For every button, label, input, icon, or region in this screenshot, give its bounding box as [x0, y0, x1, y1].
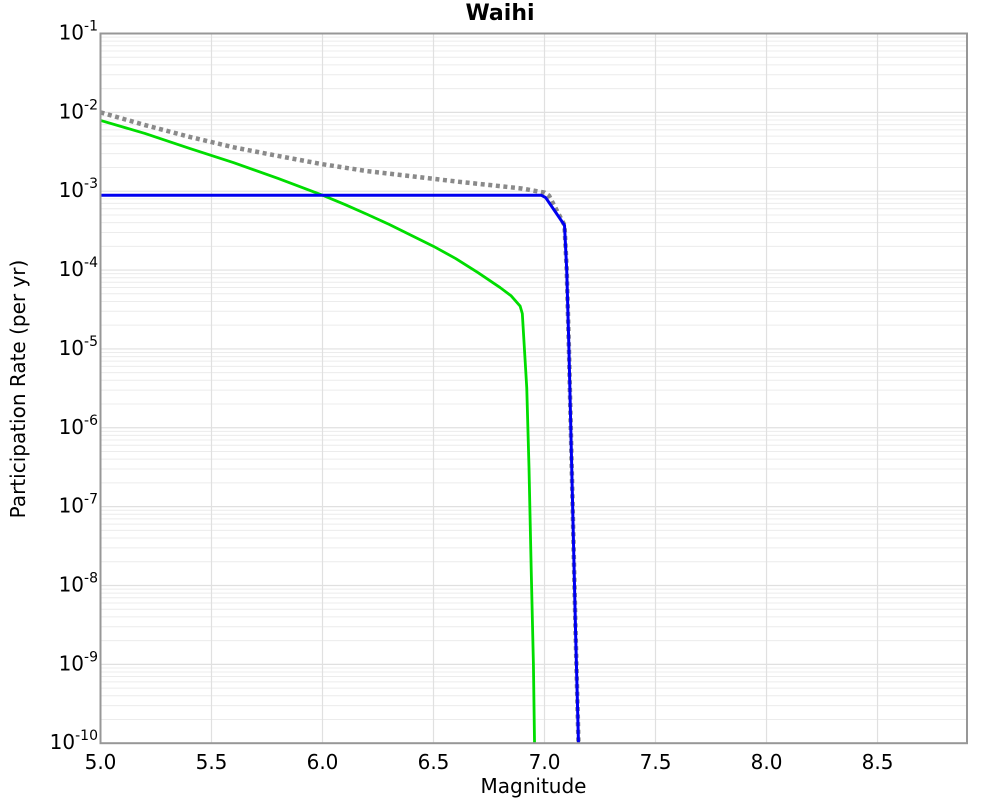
x-tick-labels: 5.0 5.5 6.0 6.5 7.0 7.5 8.0 8.5 — [85, 750, 894, 774]
x-axis-label: Magnitude — [480, 774, 587, 798]
x-tick-label: 7.0 — [529, 750, 561, 774]
series-blue-solid — [100, 193, 580, 744]
grid-minor — [100, 36, 967, 720]
y-tick-label: 10-9 — [59, 649, 98, 675]
y-tick-label: 10-2 — [59, 97, 98, 123]
y-tick-label: 10-6 — [59, 413, 99, 439]
x-tick-label: 6.0 — [307, 750, 339, 774]
chart-title: Waihi — [465, 1, 535, 26]
y-axis-label: Participation Rate (per yr) — [6, 259, 30, 519]
y-tick-label: 10-1 — [59, 19, 98, 45]
axes-frame — [99, 32, 968, 745]
x-tick-label: 7.5 — [640, 750, 672, 774]
y-tick-label: 10-3 — [59, 176, 98, 202]
x-tick-label: 8.0 — [751, 750, 783, 774]
x-tick-label: 8.5 — [862, 750, 894, 774]
y-tick-label: 10-4 — [59, 255, 99, 281]
y-tick-label: 10-5 — [59, 334, 98, 360]
y-tick-label: 10-7 — [59, 492, 98, 518]
series-green-solid — [100, 119, 536, 744]
x-tick-label: 5.5 — [196, 750, 228, 774]
x-tick-label: 6.5 — [418, 750, 450, 774]
x-tick-label: 5.0 — [85, 750, 117, 774]
y-tick-labels: 10-1 10-2 10-3 10-4 10-5 10-6 10-7 10-8 10-9 10-1… — [50, 19, 98, 755]
y-tick-label: 10-10 — [50, 728, 98, 754]
y-tick-label: 10-8 — [59, 570, 98, 596]
